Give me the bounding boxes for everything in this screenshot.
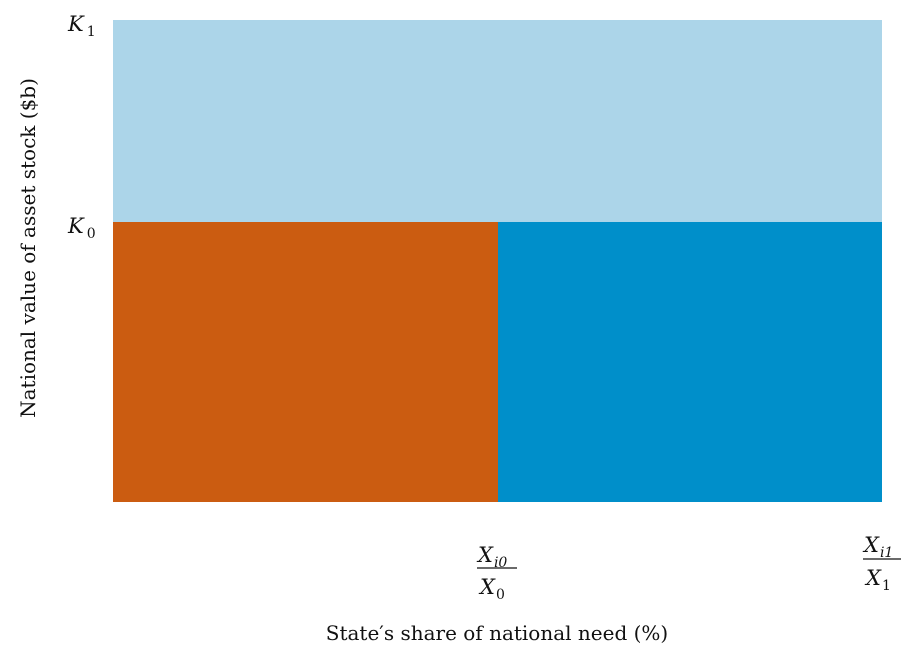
x-tick-xi0-num-var: X [476, 543, 494, 567]
lower-right-region [498, 222, 882, 502]
x-axis-title: State′s share of national need (%) [326, 621, 668, 645]
y-tick-k0-sub: 0 [87, 226, 96, 242]
y-tick-k1-var: K [67, 12, 85, 36]
x-tick-xi0-den-var: X [478, 575, 496, 599]
y-tick-k1-sub: 1 [87, 24, 96, 40]
x-tick-xi1-over-x1: Xi1 X1 [862, 533, 901, 594]
x-tick-xi1-num-sub: i1 [880, 545, 893, 561]
x-tick-xi1-den-var: X [864, 566, 882, 590]
x-tick-xi1-den-sub: 1 [882, 578, 891, 594]
x-tick-xi0-denominator: X0 [478, 575, 505, 603]
x-tick-xi1-denominator: X1 [864, 566, 891, 594]
x-tick-xi1-numerator: Xi1 [862, 533, 893, 561]
lower-left-region [113, 222, 498, 502]
upper-region [113, 20, 882, 222]
x-tick-xi0-num-sub: i0 [494, 555, 507, 571]
x-tick-xi0-den-sub: 0 [496, 587, 505, 603]
x-tick-xi0-numerator: Xi0 [476, 543, 507, 571]
y-axis-title: National value of asset stock ($b) [16, 78, 40, 418]
x-tick-xi1-num-var: X [862, 533, 880, 557]
x-tick-xi0-over-x0: Xi0 X0 [476, 543, 517, 603]
y-tick-k0-var: K [67, 214, 85, 238]
